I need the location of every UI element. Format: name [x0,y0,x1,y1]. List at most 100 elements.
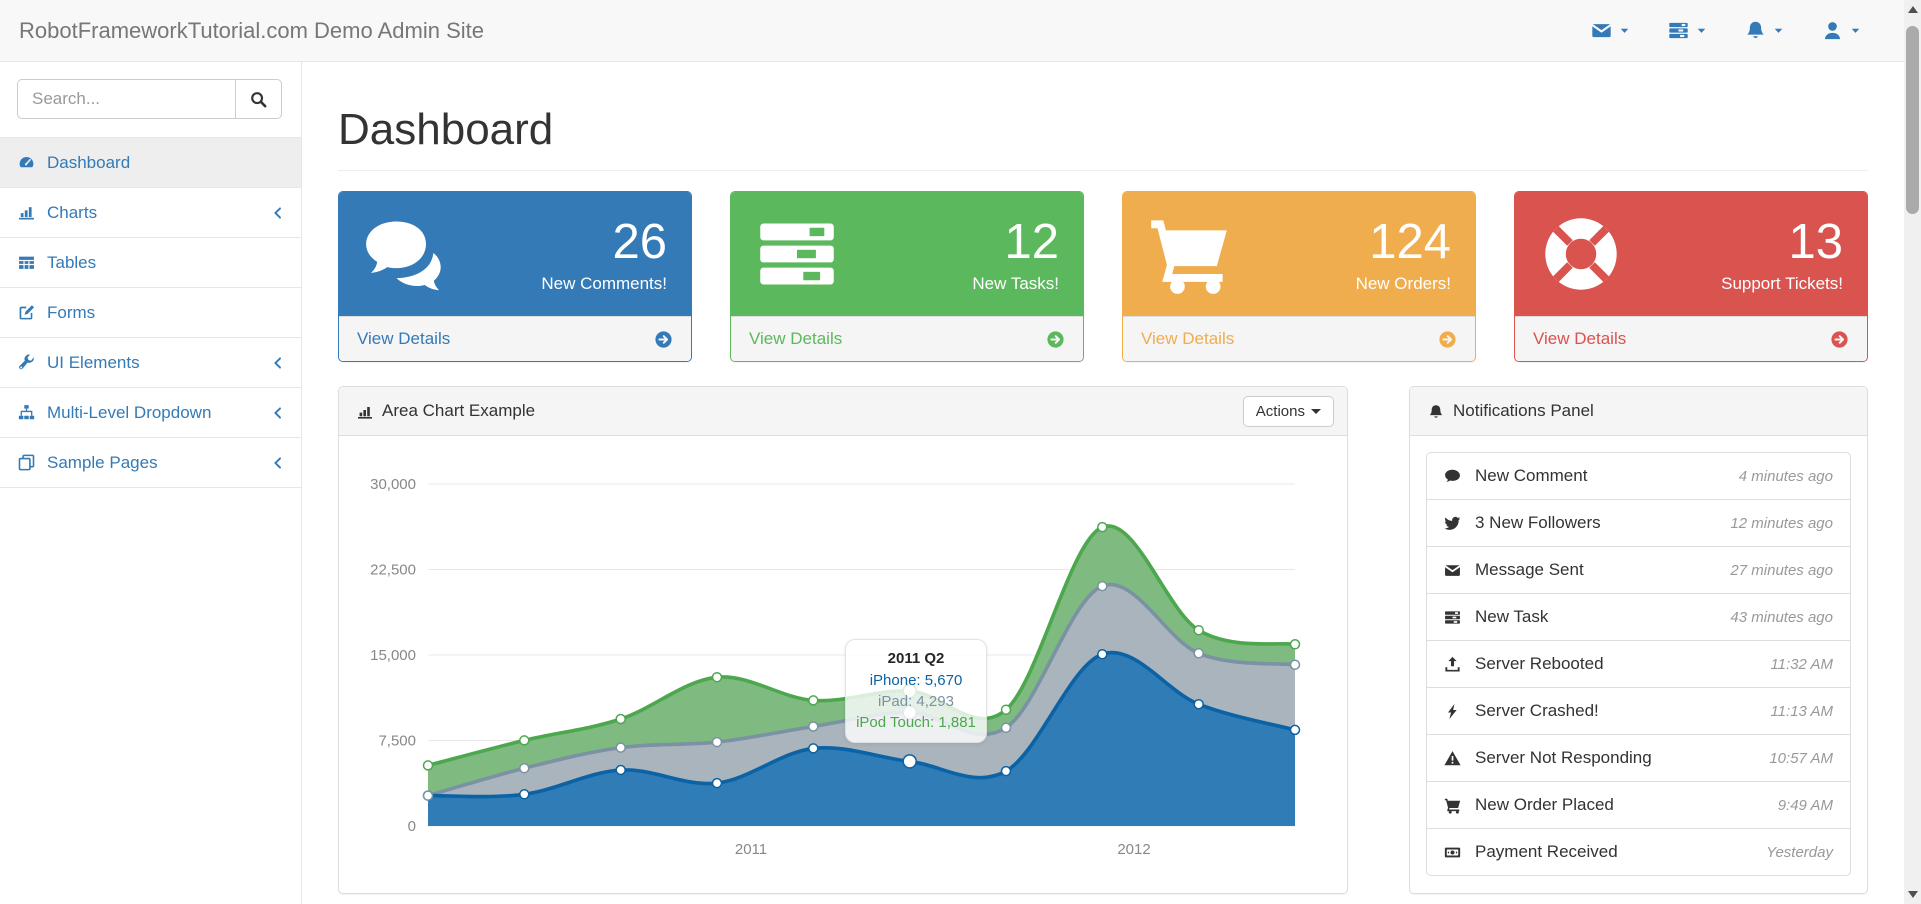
actions-label: Actions [1255,403,1305,420]
navbar-user-dropdown[interactable] [1803,0,1880,61]
table-icon-wrap [18,254,47,271]
data-point [615,764,626,776]
notification-text: New Comment [1475,466,1588,485]
user-icon [1824,22,1841,40]
stat-panel-body: 124 New Orders! [1123,192,1475,316]
cart-icon [1444,798,1461,814]
brand-title[interactable]: RobotFrameworkTutorial.com Demo Admin Si… [19,18,485,43]
data-point [711,736,723,748]
notification-time: 10:57 AM [1769,749,1833,767]
line-series-iphone [427,650,1296,799]
navbar-messages-dropdown[interactable] [1572,0,1649,61]
notification-text: New Task [1475,607,1549,626]
money-icon [1444,847,1461,857]
stat-panel-figures: 13 Support Tickets! [1721,214,1843,294]
notifications-list: New Comment 4 minutes ago 3 New Followers 1… [1426,452,1851,876]
notification-3-new-followers[interactable]: 3 New Followers 12 minutes ago [1426,499,1851,547]
dashboard-icon-wrap [18,154,47,171]
area-chart-body: 30,000 22,500 15,000 7,500 0 2011 2012 2011 Q2… [339,436,1347,893]
actions-dropdown-button[interactable]: Actions [1242,396,1334,427]
area-chart-panel-title: Area Chart Example [382,401,536,420]
tooltip-row: iPhone: 5,670 [869,672,963,689]
main-content: Dashboard 26 New Comments! View Details 12 N… [301,61,1904,904]
comment-icon-wrap [1444,468,1475,485]
chevron-left-icon-wrap [271,188,285,237]
upload-icon [1445,656,1460,672]
caret-down-icon [1851,28,1860,33]
sitemap-icon [18,405,35,420]
bell-icon [1747,21,1764,38]
notification-server-not-responding[interactable]: Server Not Responding 10:57 AM [1426,734,1851,782]
data-point [1000,765,1012,777]
data-point [1097,521,1108,533]
caret-down-icon [1697,28,1706,33]
view-details-link[interactable]: View Details [1123,316,1475,361]
sidebar-item-ui-elements[interactable]: UI Elements [0,337,301,387]
view-details-label: View Details [1141,329,1235,348]
sidebar-item-sample-pages[interactable]: Sample Pages [0,437,301,488]
data-point [711,671,723,683]
page-scrollbar[interactable] [1904,0,1921,904]
navbar-tasks-dropdown[interactable] [1649,0,1726,61]
sidebar-item-label: Multi-Level Dropdown [47,402,212,422]
arrow-circle-right-icon [655,330,672,348]
sidebar-item-multi-level-dropdown[interactable]: Multi-Level Dropdown [0,387,301,437]
notification-text: Server Not Responding [1475,748,1652,767]
data-point [1193,698,1204,710]
view-details-link[interactable]: View Details [1515,316,1867,361]
money-icon-wrap [1444,844,1475,861]
bar-chart-heading-icon-slot [357,401,373,421]
sidebar-item-dashboard[interactable]: Dashboard [0,137,301,187]
navbar-menu [1572,0,1880,61]
sidebar-item-label: Charts [47,202,98,222]
notification-payment-received[interactable]: Payment Received Yesterday [1426,828,1851,876]
chevron-left-icon-wrap [271,388,285,437]
tooltip-row: iPod Touch: 1,881 [856,714,976,731]
notification-server-rebooted[interactable]: Server Rebooted 11:32 AM [1426,640,1851,688]
stat-label: New Orders! [1355,274,1451,293]
triangle-up-icon [1907,6,1918,13]
notification-new-task[interactable]: New Task 43 minutes ago [1426,593,1851,641]
envelope-icon [1592,24,1611,38]
stat-panel-body: 26 New Comments! [339,192,691,316]
stat-panel-new-tasks: 12 New Tasks! View Details [730,191,1084,362]
notification-server-crashed[interactable]: Server Crashed! 11:13 AM [1426,687,1851,735]
view-details-label: View Details [749,329,843,348]
notifications-panel: Notifications Panel New Comment 4 minutes… [1409,386,1868,894]
search-button[interactable] [235,79,282,119]
notification-new-order-placed[interactable]: New Order Placed 9:49 AM [1426,781,1851,829]
warning-icon-wrap [1444,750,1475,767]
scrollbar-thumb[interactable] [1906,26,1919,214]
chart-tooltip: 2011 Q2 iPhone: 5,670 iPad: 4,293 iPod Tou… [845,639,987,743]
notification-message-sent[interactable]: Message Sent 27 minutes ago [1426,546,1851,594]
arrow-circle-right-icon [1439,330,1456,348]
chevron-left-icon-wrap [271,338,285,387]
cart-icon-wrap [1444,797,1475,814]
search-input[interactable] [17,79,235,119]
scrollbar-down-arrow[interactable] [1904,886,1921,903]
sidebar-nav: Dashboard Charts Tables Forms UI Elements Mul… [0,137,301,488]
stat-panel-body: 12 New Tasks! [731,192,1083,316]
view-details-link[interactable]: View Details [731,316,1083,361]
scrollbar-up-arrow[interactable] [1904,1,1921,18]
edit-icon-wrap [18,304,47,321]
tasks-icon-wrap [1444,609,1475,626]
y-axis-tick-label: 7,500 [378,733,416,750]
sidebar-item-forms[interactable]: Forms [0,287,301,337]
view-details-link[interactable]: View Details [339,316,691,361]
sidebar-item-charts[interactable]: Charts [0,187,301,237]
navbar-alerts-dropdown[interactable] [1726,0,1803,61]
stat-panel-figures: 124 New Orders! [1356,214,1451,294]
sitemap-icon-wrap [18,404,47,421]
sidebar: Dashboard Charts Tables Forms UI Elements Mul… [0,61,302,904]
notification-new-comment[interactable]: New Comment 4 minutes ago [1426,452,1851,500]
angle-left-icon [274,356,281,369]
stat-label: New Comments! [541,274,667,293]
life-ring-icon [1545,218,1617,290]
y-axis-tick-label: 15,000 [370,647,416,664]
data-point [422,760,434,771]
notification-time: 9:49 AM [1777,796,1833,814]
tasks-icon [1669,22,1688,39]
notification-time: 12 minutes ago [1730,514,1833,532]
sidebar-item-tables[interactable]: Tables [0,237,301,287]
